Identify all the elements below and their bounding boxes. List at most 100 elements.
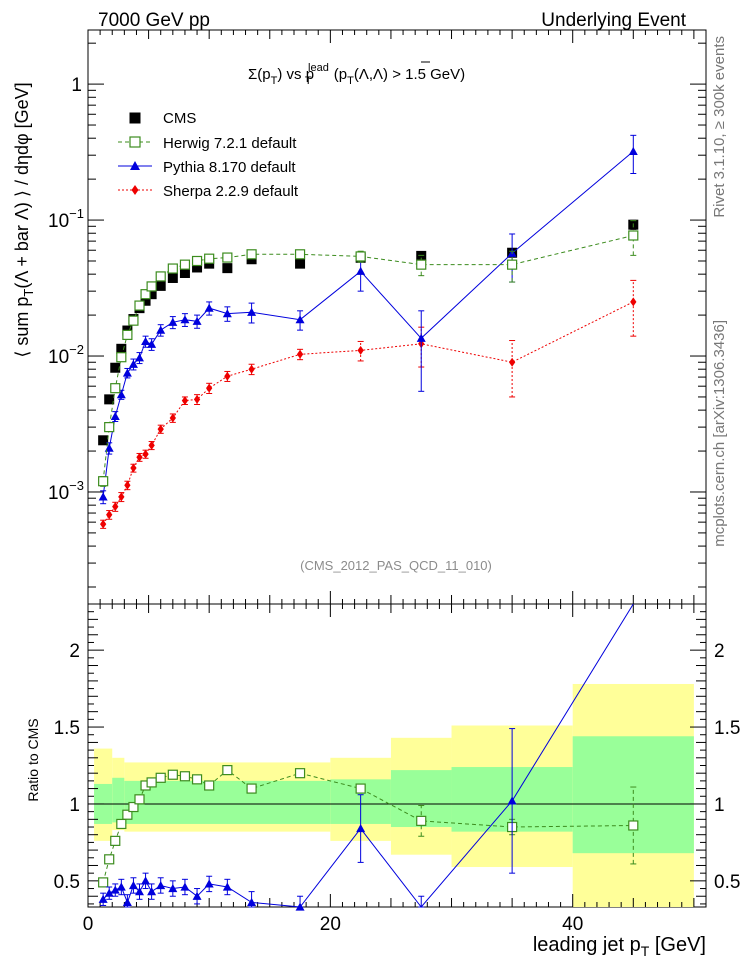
data-point: [628, 146, 638, 155]
y-axis-label-main: ⟨ sum pT(Λ + bar Λ) ⟩ / dηdφ [GeV]: [12, 82, 36, 357]
y-tick-label-main: 10−1: [48, 206, 84, 232]
title-sup-lead: lead: [308, 62, 329, 74]
side-text-rivet: Rivet 3.1.10, ≥ 300k events: [711, 36, 728, 218]
data-point: [98, 476, 109, 487]
data-point: [357, 345, 364, 355]
side-text-mcplots: mcplots.cern.ch [arXiv:1306.3436]: [711, 320, 728, 547]
xlabel-part1: leading jet p: [533, 934, 641, 956]
data-point: [296, 349, 304, 359]
data-point: [246, 249, 257, 260]
axis-ticks: [87, 30, 706, 907]
data-point: [110, 885, 120, 894]
data-point: [192, 316, 202, 325]
data-point: [169, 413, 176, 423]
data-point: [630, 297, 637, 307]
data-point: [167, 769, 178, 780]
data-point: [179, 259, 191, 270]
title-sub-t3: T: [347, 75, 354, 87]
data-point: [222, 309, 232, 318]
data-point: [116, 818, 127, 830]
data-point: [204, 879, 214, 888]
data-point: [146, 777, 157, 788]
data-point: [628, 820, 639, 831]
data-point: [355, 783, 366, 794]
y-tick-label-ratio: 1: [69, 795, 80, 816]
series-line: [102, 235, 634, 482]
data-point: [204, 303, 214, 312]
data-point: [155, 280, 166, 291]
data-point: [179, 267, 190, 278]
data-point: [134, 300, 145, 311]
data-point: [122, 329, 133, 341]
y-tick-label-ratio: 2: [69, 641, 80, 662]
data-point: [355, 251, 366, 262]
data-point: [124, 480, 131, 490]
data-point: [155, 772, 166, 783]
x-tick-label: 0: [83, 914, 94, 935]
data-point: [122, 897, 132, 906]
data-point: [118, 492, 125, 502]
y-axis-label-ratio: Ratio to CMS: [25, 718, 41, 801]
data-point: [106, 510, 113, 520]
y-tick-label-ratio-right: 1: [714, 795, 725, 816]
legend-label-herwig: Herwig 7.2.1 default: [163, 135, 297, 152]
data-point: [204, 253, 215, 264]
data-point: [222, 765, 233, 776]
data-point: [131, 185, 139, 195]
title-sub-t1: T: [271, 75, 278, 87]
xlabel-part2: [GeV]: [649, 934, 706, 956]
data-point: [168, 317, 178, 326]
data-point: [141, 876, 151, 885]
data-point: [179, 771, 191, 782]
data-point: [246, 783, 257, 794]
data-point: [146, 281, 157, 292]
data-point: [98, 492, 108, 501]
y-tick-label-main: 10−2: [48, 342, 84, 368]
data-point: [99, 519, 107, 529]
title-sub-t2: T: [305, 75, 312, 87]
data-point: [167, 263, 178, 274]
data-point: [130, 463, 137, 473]
legend-label-cms: CMS: [163, 110, 196, 127]
header-right: Underlying Event: [541, 10, 686, 31]
data-point: [507, 796, 517, 805]
legend-label-sherpa: Sherpa 2.2.9 default: [163, 183, 299, 200]
legend: CMS Herwig 7.2.1 default Pythia 8.170 de…: [118, 110, 299, 200]
data-point: [191, 774, 203, 785]
ratio-panel-series: [98, 603, 639, 911]
data-point: [247, 307, 257, 316]
data-point: [104, 888, 114, 897]
data-point: [104, 854, 115, 865]
plot-title: Σ(pT) vs plead T (pT(Λ,Λ) > 1.5 GeV): [248, 62, 465, 87]
data-point: [508, 357, 516, 367]
main-panel-series: [98, 134, 639, 529]
data-point: [294, 768, 306, 779]
data-point: [222, 263, 233, 274]
data-point: [146, 289, 157, 300]
data-point: [507, 259, 518, 270]
title-part-cond: (Λ,Λ) > 1.5 GeV): [354, 66, 465, 83]
data-point: [116, 343, 127, 354]
data-point: [147, 339, 157, 348]
ratio-band-inner: [124, 780, 331, 824]
y-tick-label-main: 1: [71, 75, 82, 96]
data-point: [135, 353, 144, 362]
xlabel-sub: T: [641, 943, 650, 959]
ylabel-part1: ⟨ sum p: [12, 297, 32, 358]
data-point: [142, 449, 149, 459]
data-point: [122, 368, 132, 377]
data-point: [156, 880, 166, 890]
data-point: [134, 794, 145, 805]
data-point: [116, 390, 126, 399]
data-point: [110, 362, 121, 373]
data-point: [416, 815, 427, 826]
data-point: [147, 887, 157, 896]
data-point: [191, 255, 203, 267]
data-point: [295, 258, 306, 269]
data-point: [128, 880, 138, 890]
data-point: [167, 272, 178, 283]
title-part-vs: ) vs p: [277, 66, 314, 83]
data-point: [157, 424, 164, 434]
data-point: [224, 371, 231, 381]
